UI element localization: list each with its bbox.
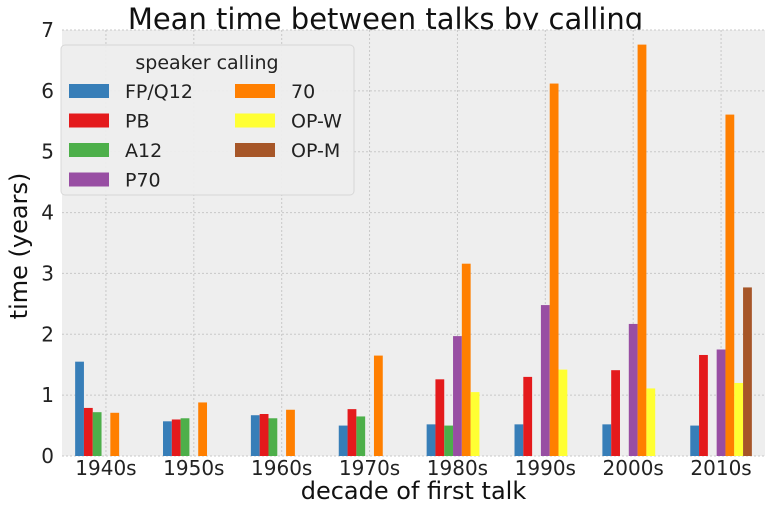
- bar-a12-1940s: [92, 412, 102, 456]
- bar-70-1970s: [373, 355, 383, 456]
- x-tick-label: 1990s: [515, 456, 576, 480]
- x-tick-label: 2010s: [690, 456, 751, 480]
- legend-swatch: [69, 113, 109, 128]
- bar-a12-1960s: [268, 418, 278, 456]
- legend-label: FP/Q12: [125, 81, 193, 103]
- bar-a12-1970s: [356, 416, 366, 456]
- legend-label: OP-W: [291, 111, 342, 133]
- bar-pb-1970s: [347, 409, 357, 456]
- legend-label: A12: [125, 140, 162, 162]
- legend-swatch: [235, 84, 275, 98]
- y-tick-label: 6: [41, 79, 54, 103]
- x-tick-label: 1980s: [427, 456, 488, 480]
- x-tick-label: 2000s: [603, 456, 664, 480]
- bar-pb-2010s: [699, 354, 708, 456]
- legend-swatch: [69, 172, 109, 187]
- bar-fp-q12-2000s: [602, 424, 612, 456]
- bar-p70-2010s: [716, 349, 726, 456]
- legend-label: P70: [125, 170, 161, 192]
- bar-70-2000s: [637, 44, 647, 456]
- bar-fp-q12-1940s: [75, 361, 84, 456]
- y-tick-label: 2: [41, 322, 54, 346]
- bar-pb-1960s: [259, 414, 269, 456]
- bar-70-1960s: [286, 409, 295, 456]
- bar-pb-1940s: [83, 407, 93, 456]
- bar-op-w-2000s: [646, 388, 656, 456]
- bar-fp-q12-1990s: [514, 424, 524, 456]
- y-tick-label: 5: [41, 140, 54, 164]
- bar-op-w-2010s: [734, 382, 744, 456]
- y-tick-label: 7: [41, 18, 54, 42]
- y-tick-label: 4: [41, 201, 54, 225]
- bar-op-m-2010s: [743, 287, 752, 456]
- bar-p70-2000s: [628, 323, 638, 456]
- bar-p70-1990s: [540, 305, 550, 456]
- legend-label: 70: [291, 81, 315, 103]
- bar-fp-q12-1950s: [163, 421, 172, 456]
- legend-label: PB: [125, 111, 150, 133]
- x-tick-label: 1970s: [339, 456, 400, 480]
- y-tick-label: 3: [41, 261, 54, 285]
- legend-swatch: [69, 84, 109, 98]
- x-axis-label: decade of first talk: [300, 477, 527, 505]
- bar-op-w-1980s: [470, 392, 480, 456]
- bar-pb-1990s: [523, 376, 533, 456]
- bar-p70-1980s: [453, 336, 462, 456]
- legend-swatch: [235, 143, 275, 157]
- legend-title: speaker calling: [135, 52, 278, 74]
- y-tick-label: 0: [41, 444, 54, 468]
- bar-fp-q12-1960s: [250, 415, 260, 456]
- bar-op-w-1990s: [558, 369, 568, 456]
- x-tick-label: 1960s: [251, 456, 312, 480]
- bar-pb-2000s: [611, 370, 620, 456]
- bar-fp-q12-2010s: [690, 425, 700, 456]
- y-axis-label: time (years): [5, 172, 33, 320]
- bar-pb-1950s: [171, 419, 181, 456]
- legend-swatch: [69, 143, 109, 157]
- bar-pb-1980s: [435, 379, 445, 456]
- x-tick-label: 1940s: [75, 456, 136, 480]
- bar-fp-q12-1970s: [338, 425, 348, 456]
- bar-fp-q12-1980s: [426, 424, 436, 456]
- legend-label: OP-M: [291, 140, 340, 162]
- bar-70-1950s: [198, 402, 208, 456]
- y-tick-label: 1: [41, 383, 54, 407]
- bar-a12-1980s: [444, 425, 454, 456]
- legend-swatch: [235, 113, 275, 128]
- bar-a12-1950s: [180, 418, 190, 456]
- bar-70-1980s: [461, 263, 471, 456]
- bar-70-2010s: [725, 114, 735, 456]
- bar-70-1940s: [110, 412, 120, 456]
- bar-70-1990s: [549, 83, 559, 456]
- x-tick-label: 1950s: [163, 456, 224, 480]
- legend-box: [60, 44, 355, 196]
